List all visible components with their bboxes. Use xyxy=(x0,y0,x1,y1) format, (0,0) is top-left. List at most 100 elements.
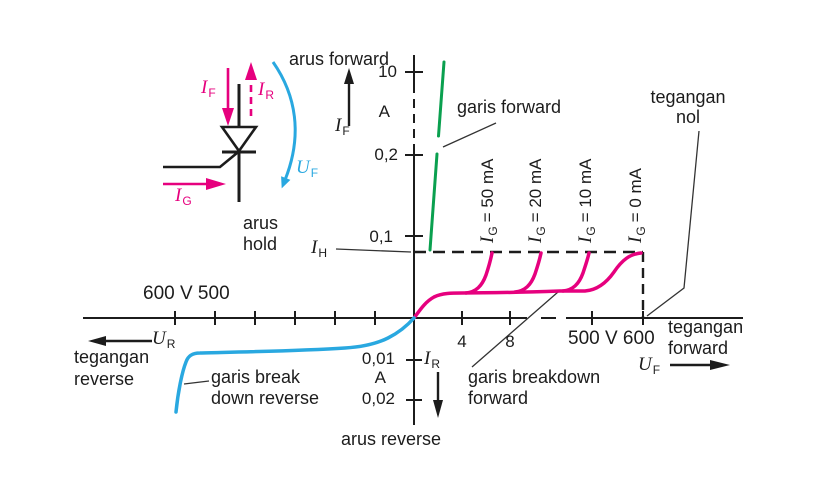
axis-if-subscript: F xyxy=(342,124,350,138)
reverse-voltage-axis-arrow-head xyxy=(88,336,106,346)
uf-letter: U xyxy=(296,157,310,178)
reverse-breakdown-curve xyxy=(174,316,416,414)
garis-forward-leader xyxy=(442,122,497,148)
gate-current-label-0ma: IG = 0 mA xyxy=(625,167,648,243)
arus-hold-line2: hold xyxy=(243,234,278,254)
axis-uf-subscript: F xyxy=(652,363,661,377)
thyristor-symbol xyxy=(163,61,297,202)
gate50-value: = 50 mA xyxy=(478,158,497,223)
breakover-branch-20ma xyxy=(513,251,543,294)
gate50-subscript: G xyxy=(486,226,500,236)
arus-hold-line1: arus xyxy=(243,213,279,233)
if-subscript: F xyxy=(208,86,216,100)
gate20-value: = 20 mA xyxy=(526,158,545,223)
gate20-subscript: G xyxy=(534,226,548,236)
axis-ir-letter: I xyxy=(424,348,431,369)
tegangan-nol-leader xyxy=(646,130,700,317)
tick-label-8: 8 xyxy=(505,332,515,351)
construction-lines xyxy=(414,250,645,318)
arus-hold-label: arus hold xyxy=(243,213,278,255)
thyristor-triangle xyxy=(219,125,259,154)
forward-conduction-line-lower xyxy=(428,152,439,252)
ir-arrow-head xyxy=(245,62,257,80)
tegangan-reverse-line1: tegangan xyxy=(74,347,150,367)
forward-breakover-main-curve xyxy=(412,251,643,320)
ih-subscript: H xyxy=(318,246,327,260)
ir-subscript: R xyxy=(265,88,274,102)
tegangan-nol-line1: tegangan xyxy=(650,87,726,107)
tegangan-nol-line2: nol xyxy=(675,107,701,127)
breakdown-forward-line1: garis breakdown xyxy=(468,367,601,387)
arus-reverse-label: arus reverse xyxy=(341,429,442,449)
gate0-subscript: G xyxy=(634,226,648,236)
tick-label-4: 4 xyxy=(457,332,467,351)
holding-current-label: IH xyxy=(311,237,327,261)
ih-letter: I xyxy=(311,237,318,258)
if-arrow-head xyxy=(222,108,234,126)
axis-if-letter: I xyxy=(335,115,342,136)
garis-breakdown-reverse-label: garis break down reverse xyxy=(211,367,319,409)
axes xyxy=(83,55,743,425)
tegangan-nol-label: tegangan nol xyxy=(640,87,736,127)
symbol-uf-label: UF xyxy=(296,157,319,181)
axis-if-label: IF xyxy=(335,115,350,139)
axis-uf-letter: U xyxy=(638,354,652,375)
reverse-current-axis-arrow-head xyxy=(433,400,443,418)
uf-arc-arrow-head xyxy=(281,176,291,189)
holding-current-leader xyxy=(335,248,412,253)
breakdown-forward-leader xyxy=(471,291,559,368)
tick-label-0-01: 0,01 xyxy=(361,349,395,368)
ir-letter: I xyxy=(258,79,265,100)
gate50-letter: I xyxy=(477,236,498,243)
y-axis-ticks xyxy=(405,71,423,401)
ig-subscript: G xyxy=(182,194,192,208)
gate0-letter: I xyxy=(625,236,646,243)
breakover-branch-50ma xyxy=(464,251,494,295)
ampere-unit-top: A xyxy=(378,102,390,121)
gate10-value: = 10 mA xyxy=(576,158,595,223)
forward-conduction-line-upper xyxy=(437,60,446,138)
tegangan-forward-line1: tegangan xyxy=(668,317,744,337)
gate20-letter: I xyxy=(525,236,546,243)
gate10-letter: I xyxy=(575,236,596,243)
garis-forward-label: garis forward xyxy=(457,97,562,117)
thyristor-gate-lead xyxy=(163,151,238,169)
tegangan-forward-label: tegangan forward xyxy=(668,317,743,359)
if-letter: I xyxy=(201,77,208,98)
uf-subscript: F xyxy=(310,166,319,180)
axis-uf-label: UF xyxy=(638,354,661,378)
gate-current-label-50ma: IG = 50 mA xyxy=(477,158,500,243)
uf-arc-arrow-shaft xyxy=(271,61,297,181)
tegangan-reverse-label: tegangan reverse xyxy=(74,346,149,390)
forward-voltage-scale-label: 500 V 600 xyxy=(568,328,655,349)
x-axis-ticks xyxy=(174,311,644,325)
axis-arrows xyxy=(88,68,730,418)
gate0-value: = 0 mA xyxy=(626,167,645,223)
tegangan-reverse-line2: reverse xyxy=(74,369,135,389)
tick-label-10: 10 xyxy=(378,62,397,81)
gate-current-label-20ma: IG = 20 mA xyxy=(525,158,548,243)
symbol-ig-label: IG xyxy=(175,185,192,209)
arus-forward-label: arus forward xyxy=(289,49,390,69)
symbol-if-label: IF xyxy=(201,77,216,101)
forward-voltage-axis-arrow-head xyxy=(710,360,730,370)
tick-label-0-2: 0,2 xyxy=(374,145,398,164)
breakover-branch-10ma xyxy=(561,251,591,293)
tick-label-0-02: 0,02 xyxy=(361,389,395,408)
garis-breakdown-forward-label: garis breakdown forward xyxy=(468,367,600,409)
symbol-ir-label: IR xyxy=(258,79,274,103)
axis-ur-label: UR xyxy=(152,329,175,352)
ampere-unit-bottom: A xyxy=(374,368,386,387)
axis-ir-label: IR xyxy=(424,348,440,372)
characteristic-curves xyxy=(174,60,643,414)
tegangan-forward-line2: forward xyxy=(668,338,729,358)
breakdown-reverse-line1: garis break xyxy=(211,367,301,387)
reverse-voltage-scale-label: 600 V 500 xyxy=(143,283,230,304)
tick-label-0-1: 0,1 xyxy=(369,227,393,246)
axis-ir-subscript: R xyxy=(431,357,440,371)
forward-current-axis-arrow-head xyxy=(344,68,354,84)
ig-letter: I xyxy=(175,185,182,206)
breakdown-reverse-line2: down reverse xyxy=(211,388,320,408)
